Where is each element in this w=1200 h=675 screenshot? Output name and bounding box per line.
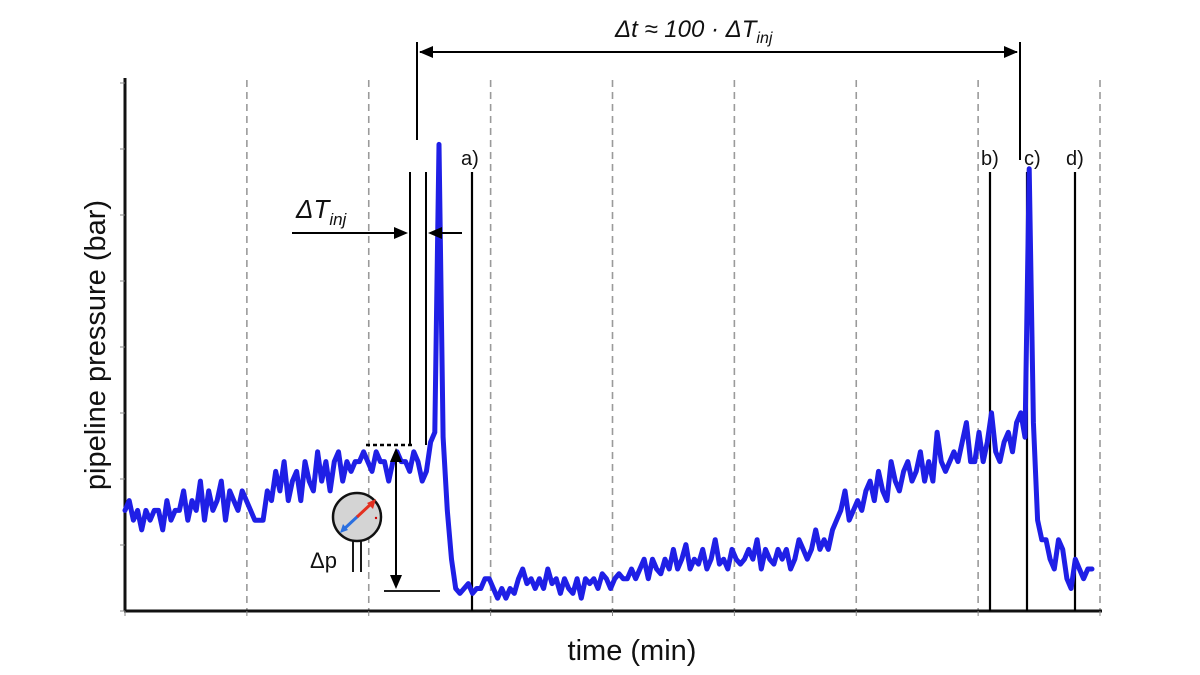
pressure-series-line [122,141,1095,601]
marker-b-label: b) [981,148,999,170]
delta-t-label: Δt ≈ 100 · ΔTinj [614,16,773,47]
x-axis-label: time (min) [568,635,697,667]
grid-layer [246,80,1101,611]
y-axis-label: pipeline pressure (bar) [80,200,112,490]
marker-a-label: a) [461,148,479,170]
pressure-gauge-icon [331,491,383,572]
delta-t-arrow [416,42,1021,160]
tick-layer [120,82,1101,616]
delta-p-label: Δp [310,548,337,573]
delta-T-label: ΔTinj [295,194,348,229]
delta-p-arrow [366,443,440,592]
marker-c-label: c) [1024,148,1041,170]
marker-lines [409,172,1077,611]
delta-T-arrows [292,227,462,239]
marker-d-label: d) [1066,148,1084,170]
